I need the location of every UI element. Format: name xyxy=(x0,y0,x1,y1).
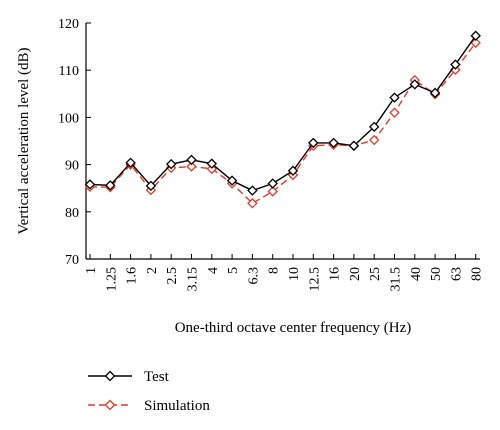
x-tick-label: 1.25 xyxy=(104,267,119,292)
x-tick-label: 3.15 xyxy=(186,267,201,292)
data-point-test xyxy=(450,59,461,70)
legend-marker-simulation xyxy=(104,399,116,411)
x-tick-label: 12.5 xyxy=(307,267,322,292)
x-tick-label: 20 xyxy=(348,267,363,281)
x-tick-label: 2.5 xyxy=(165,267,180,285)
x-tick-label: 31.5 xyxy=(389,267,404,292)
series-line-test xyxy=(89,35,477,192)
x-tick-label: 1 xyxy=(84,267,99,274)
legend-label-test: Test xyxy=(144,369,170,385)
data-point-test xyxy=(389,92,400,103)
legend-label-simulation: Simulation xyxy=(144,398,210,414)
y-axis-title: Vertical acceleration level (dB) xyxy=(16,48,32,235)
data-point-test xyxy=(186,154,197,166)
data-point-test xyxy=(84,179,96,190)
data-point-simulation xyxy=(470,37,481,49)
x-tick-label: 25 xyxy=(368,267,383,281)
y-tick-label: 80 xyxy=(65,206,79,221)
x-tick-label: 63 xyxy=(449,267,464,281)
data-point-test xyxy=(226,175,238,186)
data-point-test xyxy=(247,185,258,196)
data-point-test xyxy=(409,79,421,90)
x-tick-label: 50 xyxy=(429,267,444,281)
data-point-test xyxy=(287,165,299,176)
x-tick-label: 2 xyxy=(145,267,160,274)
data-point-test xyxy=(328,137,339,149)
legend: Test Simulation xyxy=(88,369,210,414)
x-tick-label: 40 xyxy=(409,267,424,281)
data-point-test xyxy=(348,140,360,151)
series-line-simulation xyxy=(89,42,477,205)
data-point-test xyxy=(125,157,136,168)
x-tick-label: 5 xyxy=(226,267,241,274)
data-point-test xyxy=(145,180,157,192)
data-point-simulation xyxy=(186,161,197,172)
y-tick-label: 70 xyxy=(65,253,79,268)
data-point-simulation xyxy=(247,198,258,209)
y-tick-label: 110 xyxy=(59,64,79,79)
series-test xyxy=(84,30,481,196)
x-tick-label: 6.3 xyxy=(246,267,261,285)
x-axis-ticks: 1 1.25 1.6 2 2.5 3.15 4 5 6.3 8 10 12.5 16 20 25 31.5 40… xyxy=(84,254,485,292)
series-layer xyxy=(84,30,481,209)
data-point-test xyxy=(470,30,481,41)
data-point-test xyxy=(105,180,116,191)
data-point-test xyxy=(165,158,177,170)
data-point-simulation xyxy=(389,107,400,118)
x-tick-label: 8 xyxy=(267,267,282,274)
y-tick-label: 90 xyxy=(65,159,79,174)
x-tick-label: 80 xyxy=(470,267,485,281)
series-simulation xyxy=(84,37,481,209)
data-point-test xyxy=(368,121,380,133)
y-tick-label: 100 xyxy=(58,111,79,126)
x-tick-label: 4 xyxy=(206,267,221,274)
data-point-test xyxy=(308,137,319,149)
data-point-simulation xyxy=(368,134,380,146)
legend-marker-test xyxy=(104,370,116,382)
data-point-simulation xyxy=(267,186,278,197)
x-tick-label: 1.6 xyxy=(125,267,140,285)
x-tick-label: 16 xyxy=(328,267,343,281)
y-tick-label: 120 xyxy=(58,17,79,32)
data-point-test xyxy=(267,178,278,189)
data-point-test xyxy=(206,158,218,169)
data-point-test xyxy=(429,87,441,99)
x-axis-title: One-third octave center frequency (Hz) xyxy=(175,320,412,336)
x-tick-label: 10 xyxy=(287,267,302,281)
y-axis-ticks: 70 80 90 100 110 120 xyxy=(58,17,91,268)
